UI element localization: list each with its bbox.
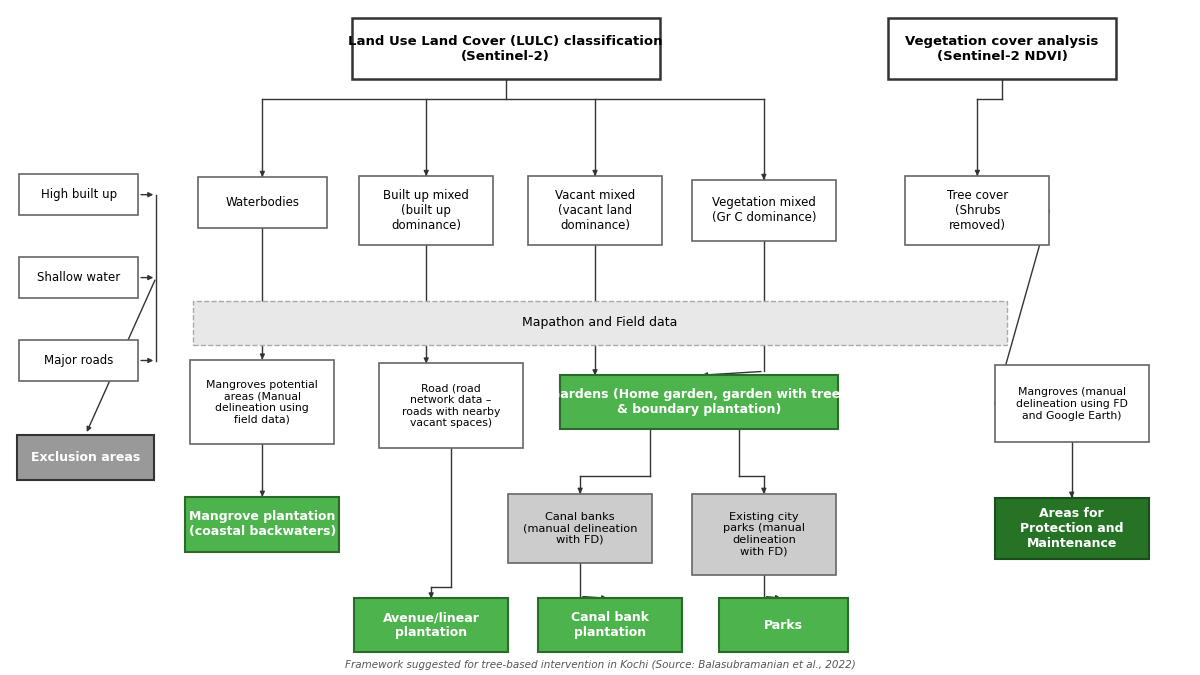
Text: Avenue/linear
plantation: Avenue/linear plantation xyxy=(383,611,480,639)
Text: Mangroves (manual
delineation using FD
and Google Earth): Mangroves (manual delineation using FD a… xyxy=(1015,387,1128,421)
FancyBboxPatch shape xyxy=(888,18,1116,79)
Text: Gardens (Home garden, garden with trees
& boundary plantation): Gardens (Home garden, garden with trees … xyxy=(551,388,848,416)
Text: Canal banks
(manual delineation
with FD): Canal banks (manual delineation with FD) xyxy=(523,512,637,545)
Text: Canal bank
plantation: Canal bank plantation xyxy=(571,611,649,639)
FancyBboxPatch shape xyxy=(17,435,154,480)
FancyBboxPatch shape xyxy=(995,497,1148,559)
FancyBboxPatch shape xyxy=(191,360,335,444)
FancyBboxPatch shape xyxy=(354,599,508,651)
FancyBboxPatch shape xyxy=(905,176,1049,245)
Text: Major roads: Major roads xyxy=(44,354,113,367)
Text: Vegetation mixed
(Gr C dominance): Vegetation mixed (Gr C dominance) xyxy=(712,196,816,225)
FancyBboxPatch shape xyxy=(359,176,493,245)
FancyBboxPatch shape xyxy=(692,494,836,574)
Text: Exclusion areas: Exclusion areas xyxy=(31,451,140,464)
FancyBboxPatch shape xyxy=(560,375,839,429)
Text: Built up mixed
(built up
dominance): Built up mixed (built up dominance) xyxy=(383,189,469,232)
Text: Mangroves potential
areas (Manual
delineation using
field data): Mangroves potential areas (Manual deline… xyxy=(206,379,318,425)
FancyBboxPatch shape xyxy=(528,176,662,245)
FancyBboxPatch shape xyxy=(719,599,848,651)
FancyBboxPatch shape xyxy=(19,174,138,215)
FancyBboxPatch shape xyxy=(352,18,660,79)
FancyBboxPatch shape xyxy=(19,340,138,381)
Text: Vacant mixed
(vacant land
dominance): Vacant mixed (vacant land dominance) xyxy=(554,189,635,232)
FancyBboxPatch shape xyxy=(19,257,138,298)
FancyBboxPatch shape xyxy=(508,494,652,563)
Text: Existing city
parks (manual
delineation
with FD): Existing city parks (manual delineation … xyxy=(722,512,805,557)
FancyBboxPatch shape xyxy=(379,363,523,448)
FancyBboxPatch shape xyxy=(995,365,1148,442)
Text: Land Use Land Cover (LULC) classification
(Sentinel-2): Land Use Land Cover (LULC) classificatio… xyxy=(348,34,662,63)
Text: Road (road
network data –
roads with nearby
vacant spaces): Road (road network data – roads with nea… xyxy=(402,383,500,429)
Text: Waterbodies: Waterbodies xyxy=(226,196,299,209)
Text: Mapathon and Field data: Mapathon and Field data xyxy=(522,317,678,329)
Text: Vegetation cover analysis
(Sentinel-2 NDVI): Vegetation cover analysis (Sentinel-2 ND… xyxy=(906,34,1099,63)
Text: Parks: Parks xyxy=(764,618,803,632)
Text: Framework suggested for tree-based intervention in Kochi (Source: Balasubramania: Framework suggested for tree-based inter… xyxy=(344,659,856,670)
Text: High built up: High built up xyxy=(41,188,116,201)
FancyBboxPatch shape xyxy=(198,177,326,228)
Text: Mangrove plantation
(coastal backwaters): Mangrove plantation (coastal backwaters) xyxy=(188,510,336,539)
FancyBboxPatch shape xyxy=(692,180,836,241)
Text: Tree cover
(Shrubs
removed): Tree cover (Shrubs removed) xyxy=(947,189,1008,232)
FancyBboxPatch shape xyxy=(538,599,682,651)
FancyBboxPatch shape xyxy=(185,497,340,552)
Text: Shallow water: Shallow water xyxy=(37,271,120,284)
FancyBboxPatch shape xyxy=(193,301,1007,345)
Text: Areas for
Protection and
Maintenance: Areas for Protection and Maintenance xyxy=(1020,507,1123,550)
